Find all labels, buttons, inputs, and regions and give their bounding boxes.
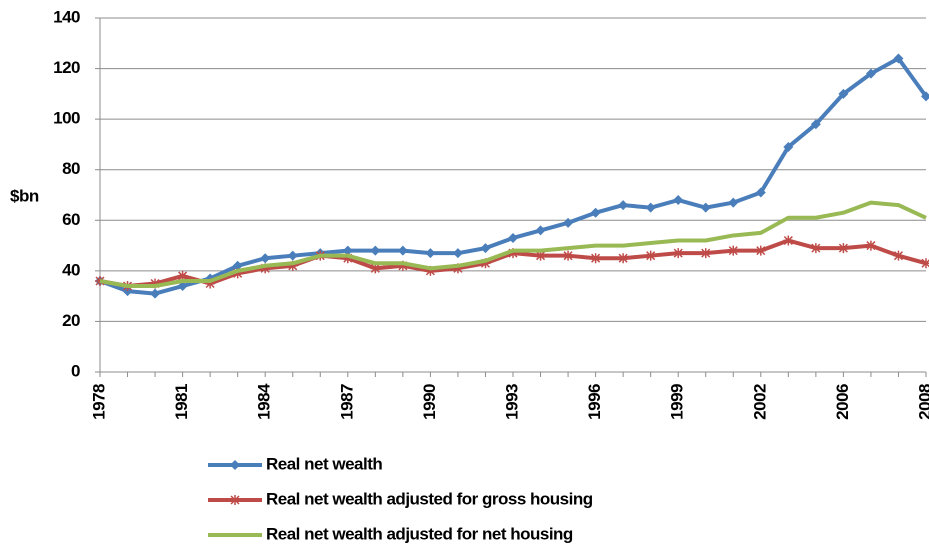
star-marker [230, 495, 240, 505]
x-tick-label: 1996 [585, 384, 604, 420]
y-tick-label: 0 [71, 361, 80, 380]
diamond-marker [618, 200, 629, 211]
star-marker [205, 278, 216, 289]
series [99, 200, 927, 289]
diamond-marker [177, 281, 188, 292]
y-tick-label: 40 [62, 260, 80, 279]
diamond-marker [783, 141, 794, 152]
diamond-marker [700, 202, 711, 213]
star-marker [177, 270, 188, 281]
star-marker [645, 250, 656, 261]
star-marker [95, 275, 105, 286]
series [95, 235, 929, 292]
star-marker [563, 250, 574, 261]
x-tick-label: 1990 [420, 384, 439, 420]
diamond-marker [810, 119, 821, 130]
y-tick-label: 20 [62, 311, 80, 330]
diamond-marker [230, 460, 240, 470]
diamond-marker [673, 195, 684, 206]
star-marker [150, 278, 161, 289]
diamond-marker [425, 248, 436, 259]
diamond-marker [452, 248, 463, 259]
star-marker [535, 250, 546, 261]
diamond-marker [728, 197, 739, 208]
diamond-marker [342, 245, 353, 256]
y-tick-label: 80 [62, 159, 80, 178]
series-line [99, 238, 927, 289]
series-line [99, 56, 928, 296]
x-tick-label: 2006 [833, 384, 852, 420]
y-tick-label: 120 [53, 58, 80, 77]
y-tick-label: 60 [62, 210, 80, 229]
star-marker [425, 265, 436, 276]
star-marker [865, 240, 876, 251]
star-marker [810, 243, 821, 254]
diamond-marker [287, 250, 298, 261]
diamond-marker [563, 217, 574, 228]
x-tick-label: 1993 [502, 384, 521, 420]
star-marker [921, 258, 929, 269]
diamond-marker [535, 225, 546, 236]
diamond-marker [865, 68, 876, 79]
diamond-marker [921, 91, 929, 102]
star-marker [728, 245, 739, 256]
diamond-marker [232, 260, 243, 271]
diamond-marker [508, 232, 518, 243]
x-tick-label: 2002 [750, 384, 769, 420]
x-tick-label: 2008 [915, 384, 929, 420]
diamond-marker [370, 245, 381, 256]
star-marker [673, 248, 684, 259]
star-marker [755, 245, 766, 256]
star-marker [287, 260, 298, 271]
legend-label: Real net wealth [266, 454, 382, 473]
y-tick-label: 100 [53, 109, 80, 128]
diamond-marker [645, 202, 656, 213]
diamond-marker [590, 207, 601, 218]
legend-label: Real net wealth adjusted for gross housi… [266, 489, 593, 508]
x-tick-label: 1978 [89, 384, 108, 420]
diamond-marker [480, 243, 491, 254]
x-tick-label: 1981 [172, 384, 191, 420]
diamond-marker [755, 187, 766, 198]
y-tick-label: 140 [53, 7, 80, 26]
diamond-marker [397, 245, 408, 256]
star-marker [508, 248, 518, 259]
star-marker [618, 253, 629, 264]
star-marker [783, 235, 794, 246]
legend-label: Real net wealth adjusted for net housing [266, 524, 573, 543]
star-marker [700, 248, 711, 259]
diamond-marker [838, 88, 849, 99]
star-marker [480, 258, 491, 269]
star-marker [590, 253, 601, 264]
y-axis-label: $bn [10, 186, 39, 205]
star-marker [370, 263, 381, 274]
star-marker [452, 263, 463, 274]
x-tick-label: 1999 [668, 384, 687, 420]
series [95, 53, 929, 299]
diamond-marker [260, 253, 271, 264]
diamond-marker [893, 53, 904, 64]
star-marker [397, 260, 408, 271]
x-tick-label: 1984 [255, 383, 274, 420]
series-line [99, 200, 927, 289]
star-marker [838, 243, 849, 254]
star-marker [232, 268, 243, 279]
star-marker [260, 263, 271, 274]
diamond-marker [150, 288, 161, 299]
x-tick-label: 1987 [337, 384, 356, 420]
star-marker [893, 250, 904, 261]
star-marker [342, 253, 353, 264]
